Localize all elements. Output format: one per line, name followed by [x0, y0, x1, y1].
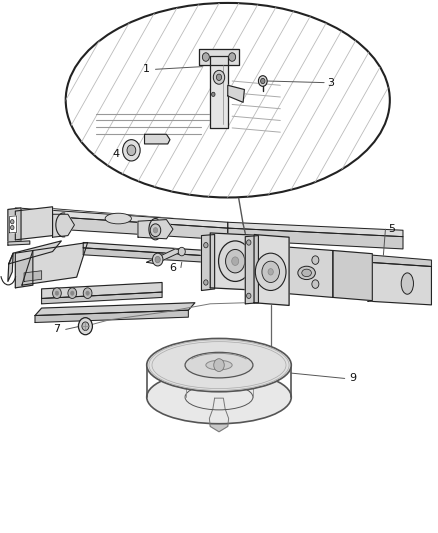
Circle shape: [219, 241, 252, 281]
Polygon shape: [15, 207, 53, 240]
Circle shape: [262, 261, 279, 282]
Circle shape: [123, 140, 140, 161]
Circle shape: [53, 288, 61, 298]
Circle shape: [71, 291, 74, 295]
Circle shape: [86, 291, 89, 295]
Text: 6: 6: [170, 263, 177, 272]
Circle shape: [312, 256, 319, 264]
Polygon shape: [24, 271, 42, 281]
Circle shape: [178, 247, 185, 256]
Polygon shape: [35, 310, 188, 322]
Circle shape: [261, 78, 265, 84]
Polygon shape: [42, 282, 162, 298]
Text: 3: 3: [327, 78, 334, 87]
Circle shape: [268, 269, 273, 275]
Ellipse shape: [147, 370, 291, 424]
Polygon shape: [83, 243, 223, 257]
Polygon shape: [199, 49, 239, 65]
Circle shape: [55, 291, 59, 295]
Ellipse shape: [66, 3, 390, 197]
Circle shape: [232, 257, 239, 265]
Circle shape: [78, 318, 92, 335]
Polygon shape: [8, 241, 30, 245]
Circle shape: [83, 288, 92, 298]
Circle shape: [214, 359, 224, 372]
Polygon shape: [245, 236, 258, 304]
Polygon shape: [145, 134, 170, 144]
Circle shape: [68, 288, 77, 298]
Polygon shape: [53, 214, 74, 237]
Polygon shape: [83, 248, 223, 263]
Polygon shape: [263, 245, 333, 297]
Ellipse shape: [298, 266, 315, 279]
Polygon shape: [368, 262, 431, 305]
Circle shape: [150, 224, 161, 237]
Circle shape: [153, 228, 158, 233]
Polygon shape: [138, 220, 173, 239]
Circle shape: [247, 240, 251, 245]
Polygon shape: [15, 208, 228, 228]
Circle shape: [226, 249, 245, 273]
Polygon shape: [254, 235, 289, 305]
Circle shape: [11, 220, 14, 224]
Polygon shape: [228, 228, 403, 249]
Polygon shape: [368, 255, 431, 266]
Circle shape: [202, 53, 209, 61]
Polygon shape: [15, 251, 33, 288]
Polygon shape: [333, 251, 372, 301]
Circle shape: [255, 253, 286, 290]
Polygon shape: [228, 222, 403, 237]
Polygon shape: [210, 56, 228, 128]
Text: 5: 5: [389, 224, 396, 234]
Ellipse shape: [401, 273, 413, 294]
Polygon shape: [9, 241, 61, 264]
Circle shape: [82, 322, 89, 330]
Ellipse shape: [185, 352, 253, 378]
Circle shape: [204, 243, 208, 248]
Circle shape: [152, 253, 163, 266]
Polygon shape: [210, 233, 263, 290]
Polygon shape: [8, 253, 13, 281]
Circle shape: [229, 53, 236, 61]
Circle shape: [258, 76, 267, 86]
Circle shape: [127, 145, 136, 156]
Polygon shape: [35, 303, 195, 316]
Polygon shape: [15, 214, 228, 240]
Text: 9: 9: [349, 374, 356, 383]
Ellipse shape: [147, 338, 291, 392]
Polygon shape: [201, 235, 215, 290]
Polygon shape: [8, 208, 21, 243]
Ellipse shape: [302, 269, 311, 277]
Circle shape: [213, 70, 225, 84]
Circle shape: [247, 293, 251, 298]
Circle shape: [212, 92, 215, 96]
Circle shape: [155, 256, 160, 263]
Polygon shape: [44, 208, 228, 228]
Ellipse shape: [66, 3, 390, 197]
Circle shape: [312, 280, 319, 288]
Circle shape: [216, 74, 222, 80]
Ellipse shape: [105, 213, 131, 224]
Polygon shape: [42, 292, 162, 304]
Text: 1: 1: [143, 64, 150, 74]
Ellipse shape: [206, 360, 232, 370]
Polygon shape: [22, 243, 88, 285]
Circle shape: [204, 280, 208, 285]
Circle shape: [11, 225, 14, 230]
Polygon shape: [147, 249, 184, 264]
Text: 7: 7: [53, 325, 60, 334]
Text: 4: 4: [113, 149, 120, 158]
Polygon shape: [10, 216, 17, 233]
Polygon shape: [228, 85, 244, 102]
Polygon shape: [209, 398, 229, 432]
